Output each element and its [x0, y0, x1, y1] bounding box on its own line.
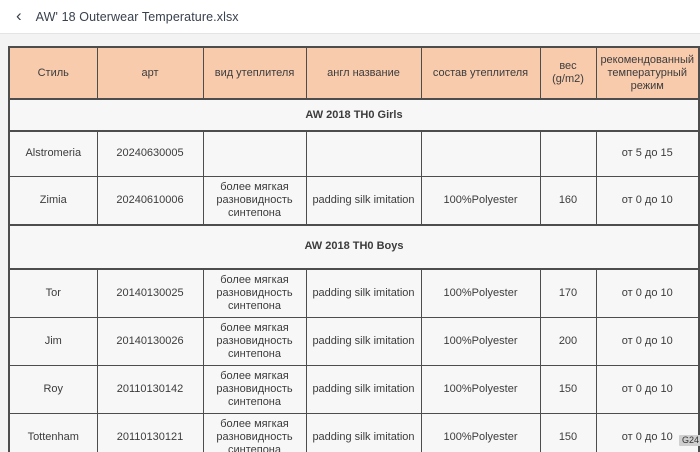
table-cell[interactable]: более мягкая разновидность синтепона	[202, 268, 307, 318]
table-cell[interactable]: 160	[539, 175, 597, 225]
table-cell[interactable]: 100%Polyester	[420, 316, 541, 366]
table-cell[interactable]: padding silk imitation	[305, 268, 422, 318]
table-cell[interactable]: от 0 до 10	[595, 268, 700, 318]
table-cell[interactable]: более мягкая разновидность синтепона	[202, 364, 307, 414]
table-row: Tor 20140130025 более мягкая разновидность…	[8, 268, 700, 318]
table-cell[interactable]: 20110130121	[96, 412, 204, 452]
table-cell[interactable]: padding silk imitation	[305, 175, 422, 225]
titlebar: ‹ AW' 18 Outerwear Temperature.xlsx	[0, 0, 700, 34]
table-cell[interactable]: 20110130142	[96, 364, 204, 414]
table-row: Alstromeria 20240630005 от 5 до 15	[8, 130, 700, 177]
header-row: Стиль арт вид утеплителя англ название соста…	[8, 46, 700, 100]
table-cell[interactable]: padding silk imitation	[305, 364, 422, 414]
table-cell[interactable]	[305, 130, 422, 177]
table-cell[interactable]: Zimia	[8, 175, 98, 225]
table-cell[interactable]: 100%Polyester	[420, 364, 541, 414]
table-cell[interactable]: 150	[539, 412, 597, 452]
column-header[interactable]: арт	[96, 46, 204, 100]
file-title: AW' 18 Outerwear Temperature.xlsx	[35, 9, 239, 24]
table-cell[interactable]: Jim	[8, 316, 98, 366]
table-cell[interactable]: от 0 до 10	[595, 316, 700, 366]
table-cell[interactable]: 100%Polyester	[420, 412, 541, 452]
table-cell[interactable]	[202, 130, 307, 177]
column-header[interactable]: вес (g/m2)	[539, 46, 597, 100]
table-cell[interactable]: Tottenham	[8, 412, 98, 452]
table-row: Tottenham 20110130121 более мягкая разнови…	[8, 412, 700, 452]
table-cell[interactable]: 100%Polyester	[420, 268, 541, 318]
table-cell[interactable]: от 5 до 15	[595, 130, 700, 177]
table-cell[interactable]: Roy	[8, 364, 98, 414]
table-cell[interactable]: 150	[539, 364, 597, 414]
column-header[interactable]: англ название	[305, 46, 422, 100]
spreadsheet-table: Стиль арт вид утеплителя англ название соста…	[8, 46, 700, 452]
column-header[interactable]: Стиль	[8, 46, 98, 100]
table-cell[interactable]: от 0 до 10	[595, 412, 700, 452]
table-cell[interactable]: 20240610006	[96, 175, 204, 225]
table-cell[interactable]	[420, 130, 541, 177]
column-header[interactable]: состав утеплителя	[420, 46, 541, 100]
table-cell[interactable]: Alstromeria	[8, 130, 98, 177]
section-row: AW 2018 TH0 Boys	[8, 223, 700, 270]
table-cell[interactable]: более мягкая разновидность синтепона	[202, 316, 307, 366]
table-row: Zimia 20240610006 более мягкая разновиднос…	[8, 175, 700, 225]
table-cell[interactable]	[539, 130, 597, 177]
spreadsheet-view: Стиль арт вид утеплителя англ название соста…	[0, 34, 700, 452]
table-cell[interactable]: Tor	[8, 268, 98, 318]
cell-reference-badge: G24	[679, 435, 700, 446]
section-row: AW 2018 TH0 Girls	[8, 98, 700, 132]
table-cell[interactable]: 200	[539, 316, 597, 366]
table-cell[interactable]: padding silk imitation	[305, 316, 422, 366]
table-cell[interactable]: от 0 до 10	[595, 175, 700, 225]
column-header[interactable]: рекомендованный температурный режим	[595, 46, 700, 100]
table-cell[interactable]: более мягкая разновидность синтепона	[202, 412, 307, 452]
back-icon[interactable]: ‹	[16, 6, 22, 25]
table-row: Roy 20110130142 более мягкая разновидность…	[8, 364, 700, 414]
table-cell[interactable]: 100%Polyester	[420, 175, 541, 225]
section-label[interactable]: AW 2018 TH0 Girls	[8, 98, 700, 132]
column-header[interactable]: вид утеплителя	[202, 46, 307, 100]
table-cell[interactable]: 170	[539, 268, 597, 318]
table-cell[interactable]: от 0 до 10	[595, 364, 700, 414]
table-cell[interactable]: 20140130025	[96, 268, 204, 318]
table-cell[interactable]: padding silk imitation	[305, 412, 422, 452]
table-cell[interactable]: 20240630005	[96, 130, 204, 177]
table-cell[interactable]: более мягкая разновидность синтепона	[202, 175, 307, 225]
section-label[interactable]: AW 2018 TH0 Boys	[8, 223, 700, 270]
table-row: Jim 20140130026 более мягкая разновидность…	[8, 316, 700, 366]
table-cell[interactable]: 20140130026	[96, 316, 204, 366]
